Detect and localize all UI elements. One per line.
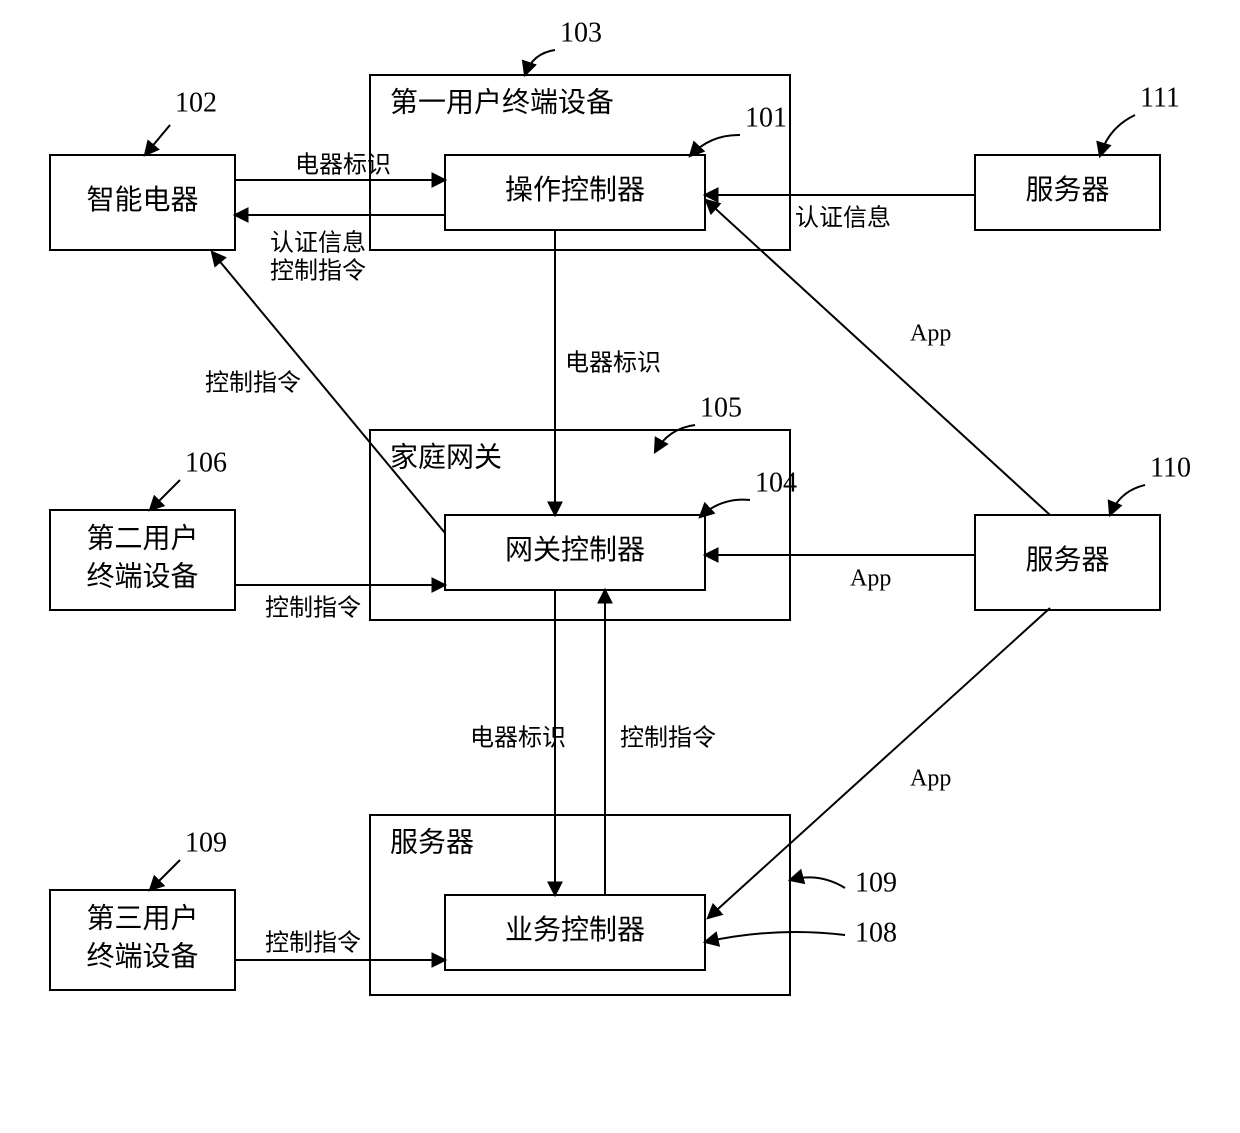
ref-leader-2 xyxy=(690,135,740,156)
ref-leader-9 xyxy=(790,877,845,888)
ref-label-10: 108 xyxy=(855,917,897,948)
edge-label-2: 认证信息 xyxy=(795,205,891,232)
ref-label-6: 104 xyxy=(755,467,797,498)
ref-label-7: 110 xyxy=(1150,452,1191,483)
edge-label-8: 电器标识 xyxy=(470,725,566,752)
ref-label-3: 111 xyxy=(1140,82,1180,113)
edge-label-11: 控制指令 xyxy=(265,930,361,957)
ref-leader-4 xyxy=(150,480,180,510)
ref-label-4: 106 xyxy=(185,447,227,478)
edge-label-9: 控制指令 xyxy=(620,725,716,752)
ref-label-1: 103 xyxy=(560,17,602,48)
ref-label-8: 109 xyxy=(185,827,227,858)
svg-text:服务器: 服务器 xyxy=(1025,174,1109,206)
ref-label-5: 105 xyxy=(700,392,742,423)
svg-text:操作控制器: 操作控制器 xyxy=(505,174,645,206)
svg-text:网关控制器: 网关控制器 xyxy=(505,534,645,566)
svg-text:终端设备: 终端设备 xyxy=(86,560,198,592)
edge-label-5: 控制指令 xyxy=(205,370,301,397)
edge-label-7: App xyxy=(850,566,891,592)
svg-text:终端设备: 终端设备 xyxy=(86,940,198,972)
ref-leader-7 xyxy=(1110,485,1145,515)
ref-leader-10 xyxy=(705,932,845,942)
svg-text:服务器: 服务器 xyxy=(1025,544,1109,576)
svg-text:家庭网关: 家庭网关 xyxy=(390,441,502,473)
edge-label-10: App xyxy=(910,766,951,792)
svg-text:智能电器: 智能电器 xyxy=(86,184,198,216)
ref-label-9: 109 xyxy=(855,867,897,898)
svg-text:业务控制器: 业务控制器 xyxy=(505,914,645,946)
ref-label-0: 102 xyxy=(175,87,217,118)
svg-text:第三用户: 第三用户 xyxy=(86,902,198,934)
edge-label-0: 电器标识 xyxy=(295,152,391,179)
edge-label-1-0: 认证信息 xyxy=(270,230,366,257)
ref-leader-1 xyxy=(525,50,555,75)
ref-leader-0 xyxy=(145,125,170,155)
ref-leader-8 xyxy=(150,860,180,890)
svg-text:第二用户: 第二用户 xyxy=(86,522,198,554)
ref-leader-3 xyxy=(1100,115,1135,156)
ref-label-2: 101 xyxy=(745,102,787,133)
ref-leader-6 xyxy=(700,500,750,517)
edge-label-6: 控制指令 xyxy=(265,595,361,622)
svg-text:服务器: 服务器 xyxy=(390,826,474,858)
edge-label-3: 电器标识 xyxy=(565,350,661,377)
system-diagram: 智能电器第一用户终端设备操作控制器服务器第二用户终端设备家庭网关网关控制器服务器… xyxy=(0,0,1240,1133)
edge-label-4: App xyxy=(910,321,951,347)
svg-text:第一用户终端设备: 第一用户终端设备 xyxy=(390,86,614,118)
edge-label-1-1: 控制指令 xyxy=(270,258,366,285)
